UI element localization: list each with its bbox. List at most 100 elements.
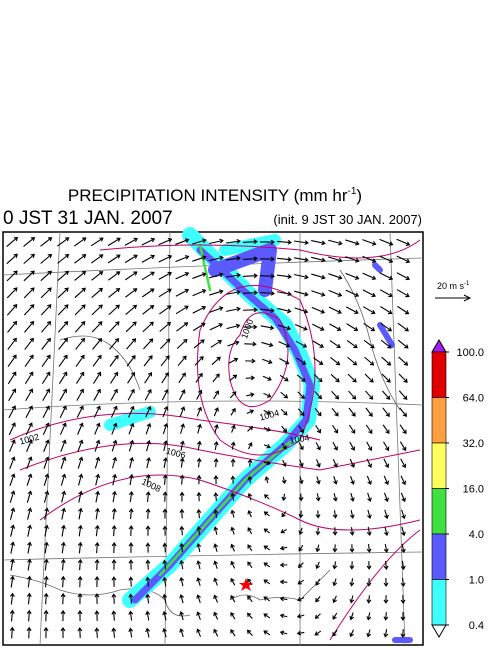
location-star <box>239 578 253 591</box>
wind-arrow <box>179 542 185 553</box>
wind-arrow <box>60 541 66 554</box>
wind-arrow <box>400 612 406 621</box>
wind-arrow <box>298 442 304 451</box>
wind-arrow <box>158 305 172 315</box>
wind-arrow <box>162 508 168 519</box>
wind-arrow <box>349 595 355 604</box>
wind-arrow <box>242 290 258 296</box>
wind-arrow <box>280 408 288 416</box>
wind-arrow <box>10 524 16 537</box>
wind-arrow <box>143 355 153 367</box>
wind-arrow <box>179 576 185 587</box>
wind-arrow <box>349 475 355 485</box>
wind-arrow <box>40 253 53 264</box>
wind-arrow <box>230 560 236 569</box>
colorbar-label: 1.0 <box>469 575 484 587</box>
wind-scale-label: 20 m s-1 <box>437 281 470 291</box>
wind-arrow <box>314 613 321 619</box>
wind-arrow <box>179 406 186 418</box>
wind-arrow <box>95 473 101 486</box>
wind-vectors <box>6 236 411 639</box>
wind-arrow <box>346 323 359 332</box>
wind-arrow <box>330 373 340 383</box>
wind-arrow <box>363 339 375 349</box>
wind-arrow <box>179 457 185 468</box>
wind-arrow <box>192 322 206 332</box>
wind-arrow <box>213 560 218 569</box>
wind-arrow <box>94 439 101 452</box>
wind-arrow <box>247 426 254 432</box>
wind-arrow <box>332 595 337 604</box>
wind-arrow <box>142 321 154 333</box>
wind-arrow <box>9 456 16 470</box>
wind-arrow <box>245 375 256 381</box>
wind-arrow <box>7 371 17 385</box>
wind-arrow <box>125 288 138 298</box>
wind-arrow <box>128 576 134 587</box>
wind-arrow <box>279 562 288 568</box>
wind-arrow <box>9 490 16 503</box>
wind-arrow <box>43 473 50 486</box>
wind-arrow <box>94 627 100 638</box>
wind-arrow <box>145 525 151 536</box>
wind-arrow <box>179 559 185 570</box>
wind-arrow <box>196 525 202 536</box>
wind-arrow <box>247 492 253 501</box>
wind-arrow <box>213 543 219 552</box>
wind-arrow <box>146 456 151 469</box>
wind-arrow <box>61 507 67 520</box>
colorbar-over <box>431 339 447 353</box>
wind-arrow <box>159 321 172 332</box>
wind-arrow <box>348 407 356 417</box>
wind-arrow <box>242 256 258 262</box>
wind-arrow <box>263 528 270 534</box>
wind-arrow <box>74 270 87 281</box>
wind-arrow <box>328 256 343 263</box>
wind-arrow <box>230 577 236 586</box>
wind-arrow <box>175 271 190 280</box>
wind-arrow <box>163 440 168 452</box>
wind-arrow <box>145 508 151 519</box>
wind-arrow <box>94 524 100 537</box>
wind-arrow <box>26 575 32 588</box>
wind-arrow <box>41 371 51 384</box>
wind-arrow <box>399 407 407 418</box>
wind-arrow <box>162 627 167 638</box>
wind-arrow <box>396 238 411 246</box>
wind-arrow <box>128 559 134 570</box>
wind-arrow <box>126 338 137 350</box>
wind-arrow <box>26 490 33 503</box>
wind-arrow <box>196 457 202 468</box>
wind-arrow <box>192 289 207 297</box>
wind-arrow <box>282 459 287 467</box>
wind-arrow <box>108 287 121 298</box>
wind-arrow <box>192 272 207 279</box>
wind-arrow <box>196 508 202 519</box>
wind-arrow <box>162 593 168 604</box>
wind-arrow <box>112 490 117 503</box>
wind-arrow <box>213 440 219 451</box>
wind-arrow <box>162 559 168 570</box>
wind-arrow <box>175 255 190 263</box>
wind-arrow <box>76 388 84 401</box>
wind-arrow <box>73 237 87 247</box>
wind-arrow <box>128 627 134 638</box>
wind-arrow <box>281 442 287 450</box>
wind-arrow <box>143 338 154 350</box>
wind-arrow <box>263 596 271 602</box>
wind-arrow <box>264 476 270 484</box>
wind-arrow <box>362 272 377 281</box>
wind-arrow <box>397 339 409 349</box>
wind-arrow <box>57 253 70 264</box>
wind-arrow <box>213 475 219 484</box>
wind-arrow <box>60 473 67 486</box>
wind-arrow <box>225 238 241 244</box>
wind-arrow <box>213 457 219 468</box>
wind-arrow <box>213 407 219 417</box>
wind-arrow <box>350 492 355 502</box>
wind-arrow <box>383 526 389 537</box>
colorbar-segment <box>431 488 447 535</box>
wind-arrow <box>75 337 86 350</box>
wind-arrow <box>279 613 288 619</box>
wind-arrow <box>77 456 84 469</box>
